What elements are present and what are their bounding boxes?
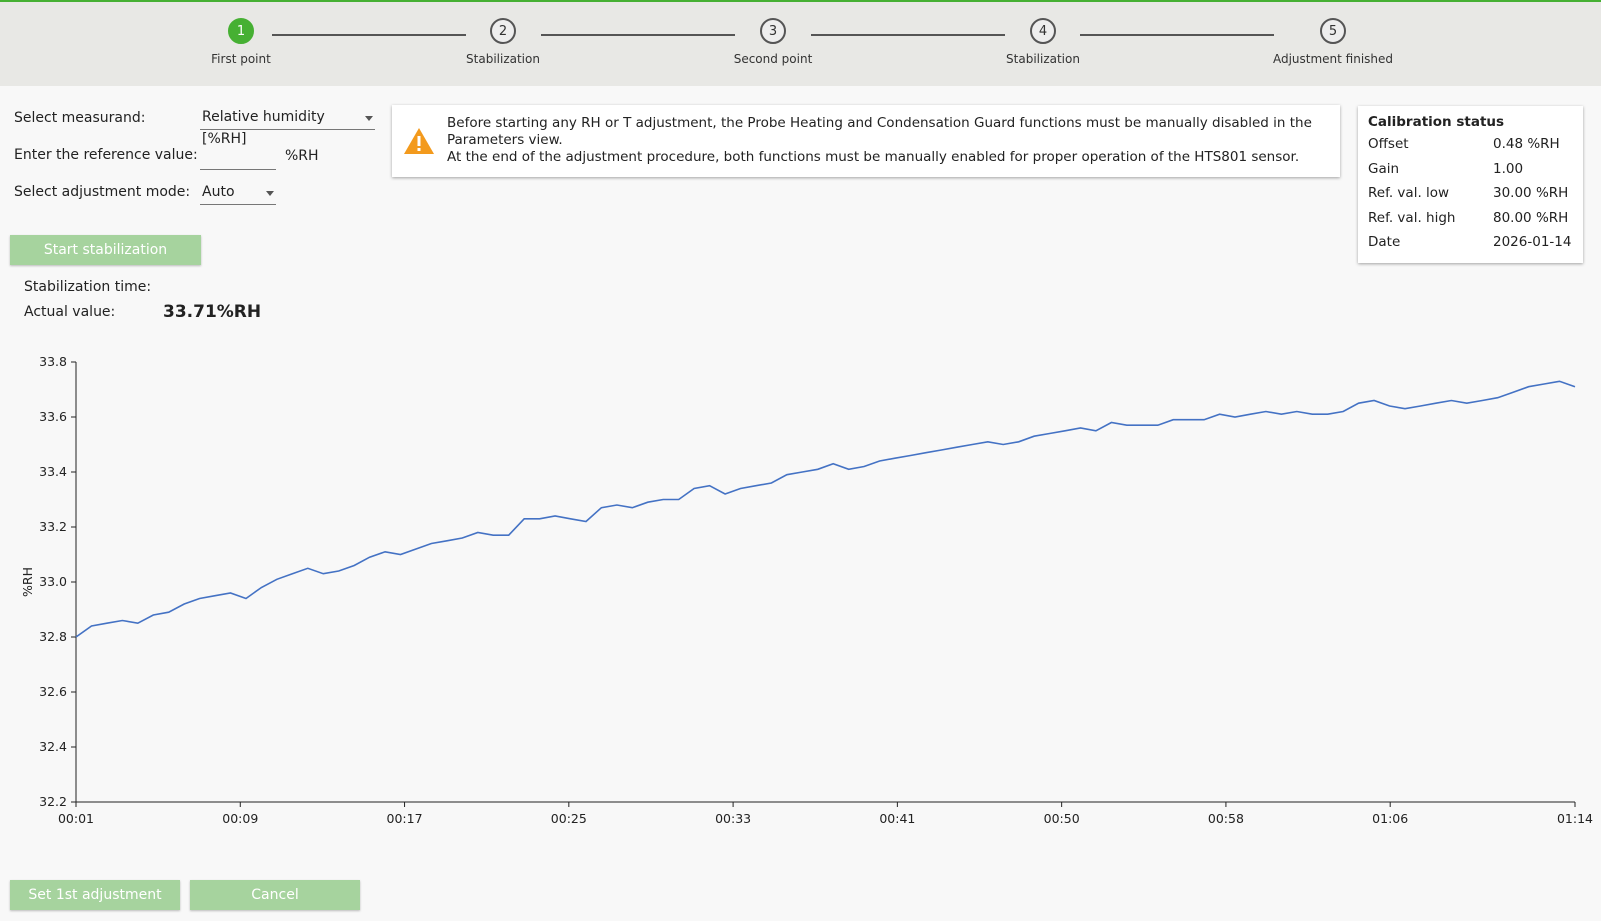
calibration-value: 2026-01-14 — [1493, 234, 1572, 250]
calibration-row: Ref. val. high 80.00 %RH — [1368, 210, 1573, 235]
step-3-label: Second point — [733, 52, 813, 66]
y-axis-label: %RH — [20, 567, 35, 597]
step-2-indicator: 2 — [490, 18, 516, 44]
y-tick-label: 32.6 — [39, 684, 67, 699]
y-tick-label: 33.0 — [39, 574, 67, 589]
calibration-key: Ref. val. high — [1368, 209, 1456, 226]
calibration-value: 30.00 %RH — [1493, 185, 1569, 201]
actual-value-label: Actual value: — [24, 304, 116, 320]
calibration-key: Offset — [1368, 136, 1409, 152]
calibration-status-card: Calibration status Offset 0.48 %RH Gain … — [1358, 106, 1583, 263]
calibration-value: 80.00 %RH — [1493, 209, 1569, 226]
x-tick-label: 00:09 — [222, 811, 258, 826]
calibration-status-title: Calibration status — [1368, 114, 1505, 130]
reference-unit: %RH — [285, 148, 319, 164]
x-tick-label: 00:01 — [58, 811, 94, 826]
step-5: 5 Adjustment finished — [1258, 18, 1408, 66]
calibration-row: Ref. val. low 30.00 %RH — [1368, 185, 1573, 210]
step-2-label: Stabilization — [466, 52, 540, 66]
step-1: 1 First point — [166, 18, 316, 66]
x-tick-label: 01:06 — [1372, 811, 1408, 826]
calibration-row: Gain 1.00 — [1368, 161, 1573, 186]
humidity-chart: 32.2 32.4 32.6 32.8 33.0 33.2 33.4 33.6 33.8 00:0… — [20, 354, 1593, 826]
series-line — [75, 380, 1576, 638]
warning-banner: Before starting any RH or T adjustment, … — [392, 105, 1340, 177]
warning-line-2: At the end of the adjustment procedure, … — [447, 149, 1300, 165]
chevron-down-icon — [266, 191, 274, 196]
y-tick-label: 32.2 — [39, 794, 67, 809]
step-3: 3 Second point — [698, 18, 848, 66]
y-tick-label: 32.8 — [39, 629, 67, 644]
x-tick-label: 00:41 — [879, 811, 915, 826]
step-1-label: First point — [211, 52, 271, 66]
warning-triangle-icon — [403, 127, 435, 159]
measurand-select[interactable]: Relative humidity [%RH] — [200, 106, 375, 147]
step-5-label: Adjustment finished — [1272, 52, 1394, 66]
step-connector — [272, 34, 466, 36]
stepper-bar: 1 First point 2 Stabilization 3 Second p… — [0, 0, 1601, 86]
y-tick-label: 33.8 — [39, 354, 67, 369]
step-4: 4 Stabilization — [968, 18, 1118, 66]
set-1st-adjustment-button[interactable]: Set 1st adjustment — [10, 880, 180, 910]
warning-line-1: Before starting any RH or T adjustment, … — [447, 115, 1312, 148]
measurand-label: Select measurand: — [14, 110, 146, 126]
step-3-indicator: 3 — [760, 18, 786, 44]
cancel-button[interactable]: Cancel — [190, 880, 360, 910]
start-stabilization-button[interactable]: Start stabilization — [10, 235, 201, 265]
step-4-label: Stabilization — [1006, 52, 1080, 66]
x-tick-label: 00:33 — [715, 811, 751, 826]
y-tick-label: 33.4 — [39, 464, 67, 479]
step-connector — [541, 34, 735, 36]
x-tick-label: 00:58 — [1208, 811, 1244, 826]
reference-value-input[interactable] — [200, 146, 276, 170]
y-tick-label: 32.4 — [39, 739, 67, 754]
adjustment-mode-value: Auto — [202, 184, 235, 200]
reference-value-label: Enter the reference value: — [14, 147, 198, 163]
y-tick-label: 33.6 — [39, 409, 67, 424]
calibration-value: 0.48 %RH — [1493, 136, 1560, 152]
step-2: 2 Stabilization — [428, 18, 578, 66]
chevron-down-icon — [365, 116, 373, 121]
step-4-indicator: 4 — [1030, 18, 1056, 44]
x-tick-label: 00:17 — [387, 811, 423, 826]
x-tick-label: 00:50 — [1044, 811, 1080, 826]
step-connector — [811, 34, 1005, 36]
y-tick-label: 33.2 — [39, 519, 67, 534]
stabilization-time-label: Stabilization time: — [24, 279, 152, 295]
calibration-value: 1.00 — [1493, 160, 1524, 177]
adjustment-mode-select[interactable]: Auto — [200, 181, 276, 205]
step-1-indicator: 1 — [228, 18, 254, 44]
calibration-key: Ref. val. low — [1368, 185, 1450, 201]
calibration-row: Date 2026-01-14 — [1368, 234, 1573, 259]
x-tick-label: 01:14 — [1557, 811, 1593, 826]
measurand-select-value: Relative humidity [%RH] — [202, 109, 325, 147]
adjustment-mode-label: Select adjustment mode: — [14, 184, 191, 200]
calibration-key: Gain — [1368, 160, 1400, 177]
calibration-key: Date — [1368, 234, 1401, 250]
x-tick-label: 00:25 — [551, 811, 587, 826]
actual-value: 33.71%RH — [163, 302, 262, 322]
warning-text: Before starting any RH or T adjustment, … — [447, 115, 1332, 166]
step-5-indicator: 5 — [1320, 18, 1346, 44]
calibration-row: Offset 0.48 %RH — [1368, 136, 1573, 161]
step-connector — [1080, 34, 1274, 36]
